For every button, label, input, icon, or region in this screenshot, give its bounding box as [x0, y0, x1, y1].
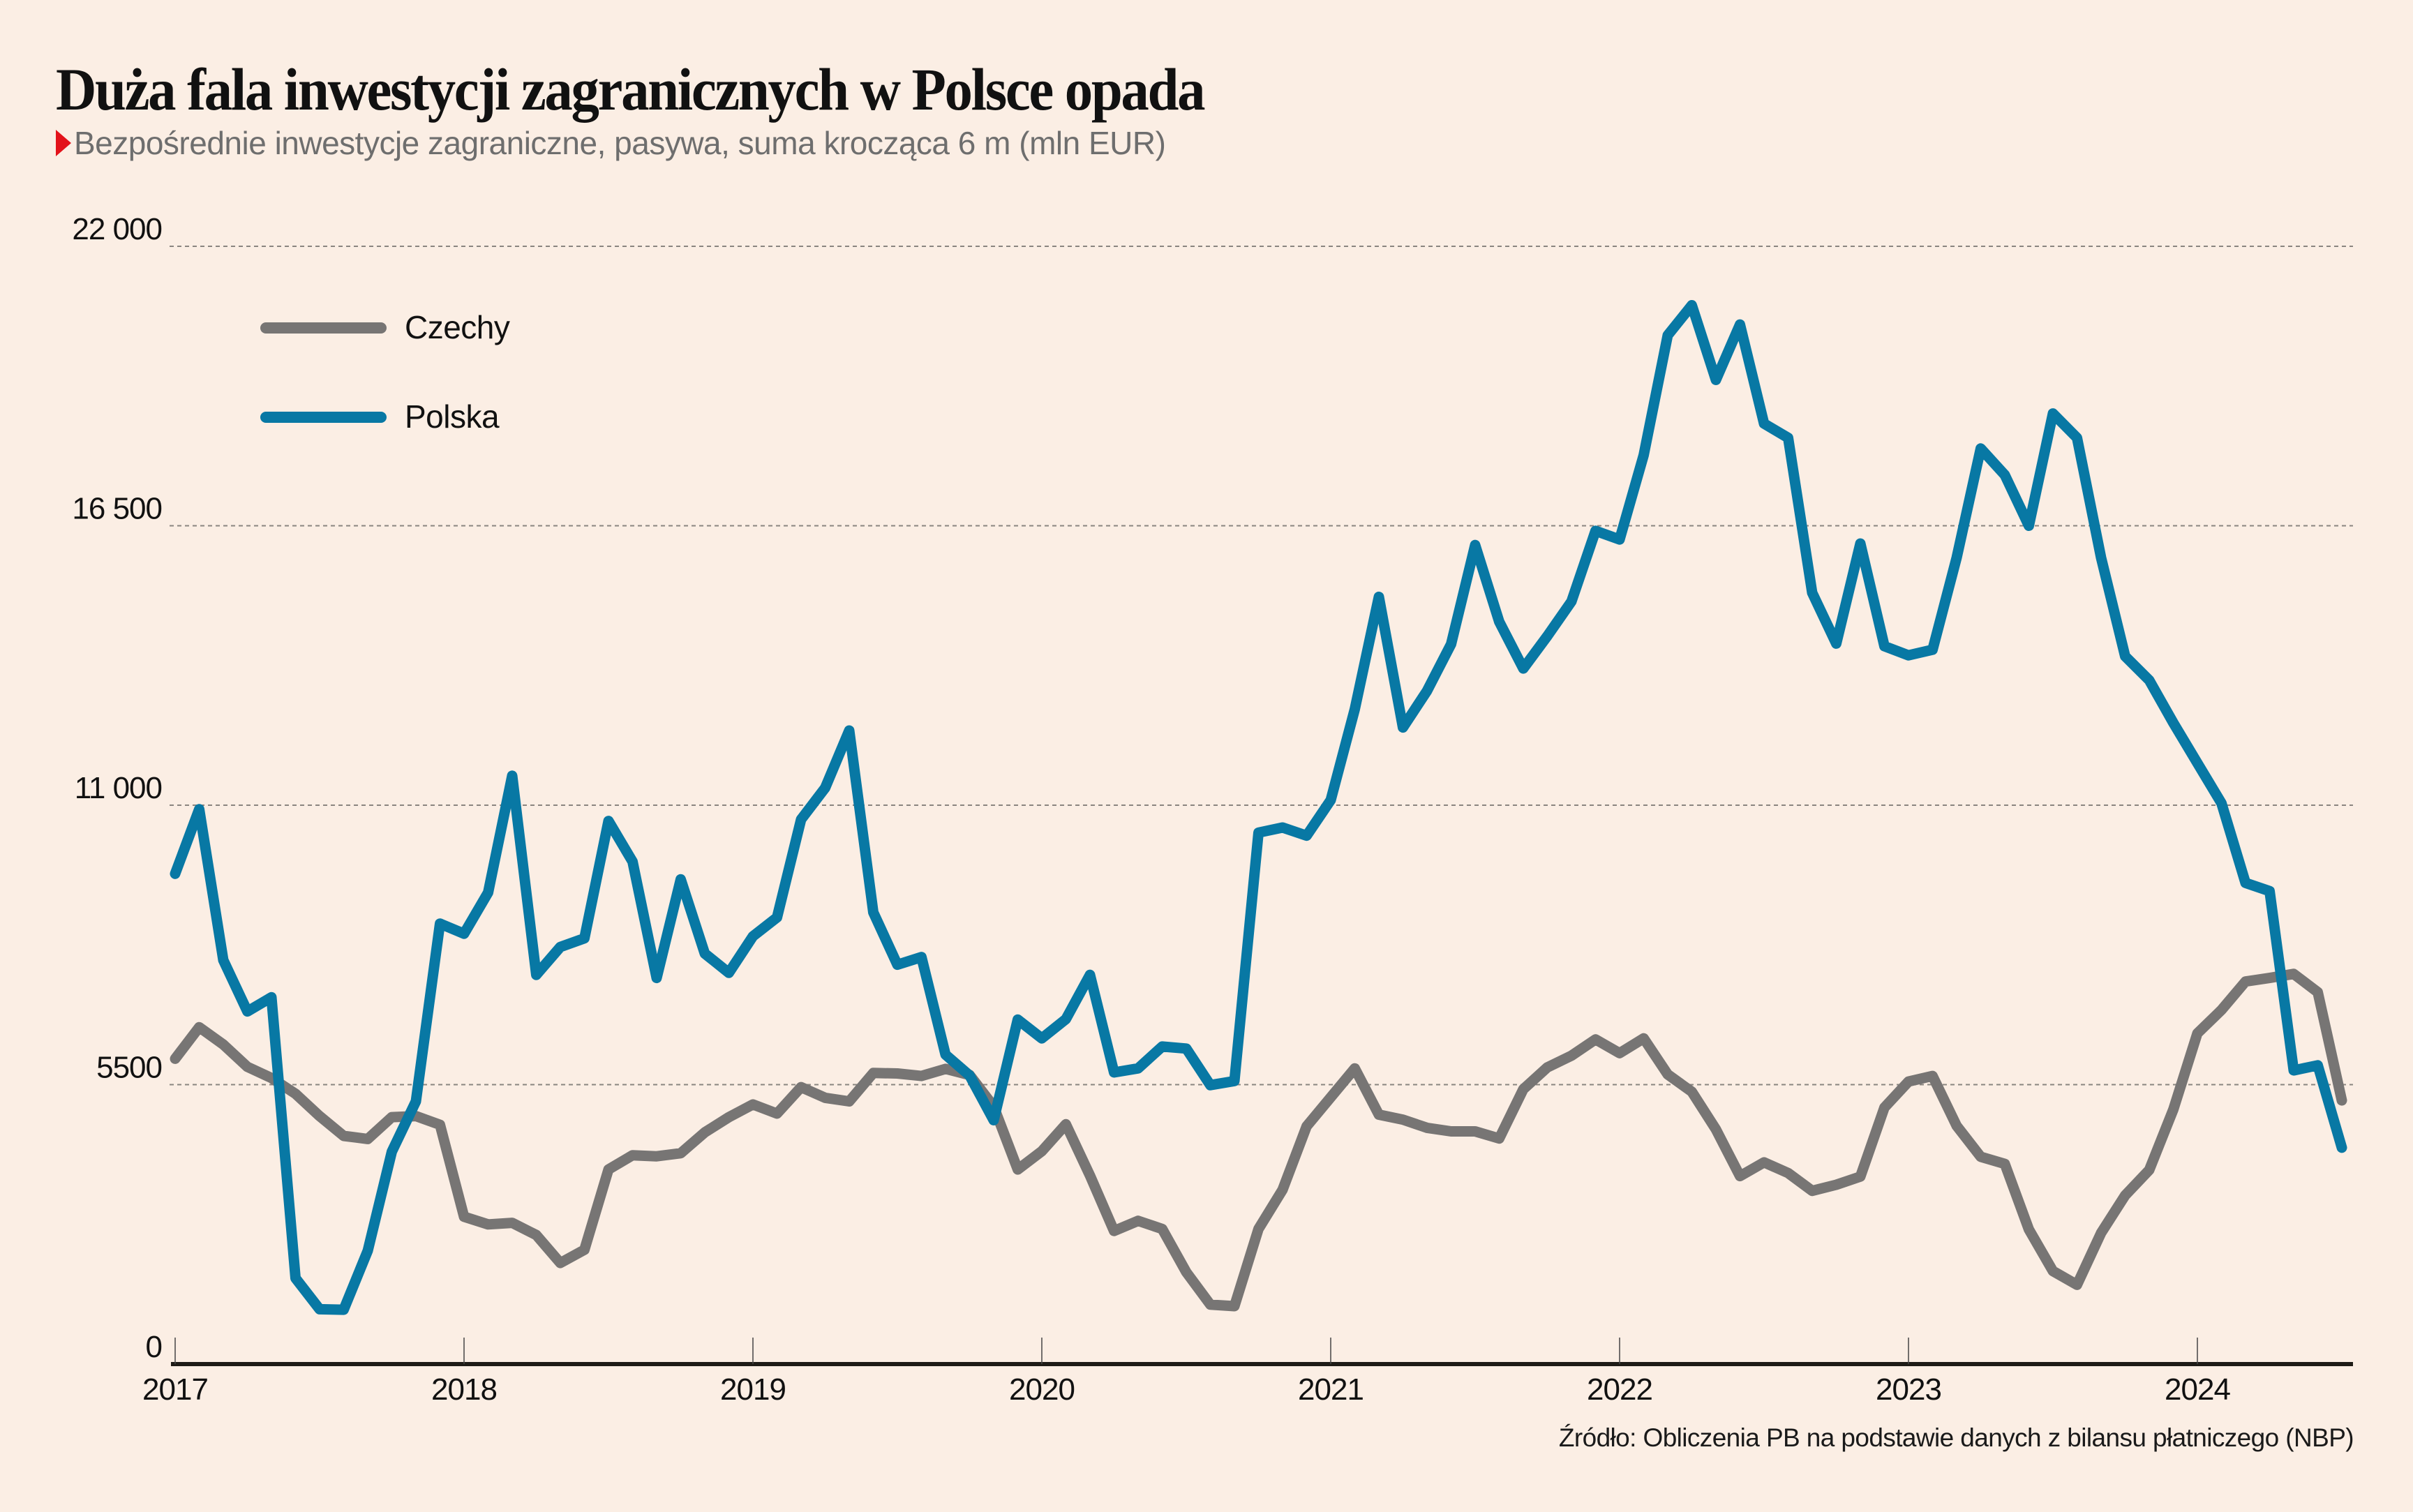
legend-item-czechy: Czechy: [260, 309, 510, 345]
series-lines: [170, 300, 2347, 1315]
y-tick-label: 22 000: [72, 212, 162, 246]
x-tick-label: 2024: [2165, 1372, 2230, 1407]
y-tick-label: 11 000: [75, 771, 162, 805]
legend: Czechy Polska: [260, 309, 510, 435]
chart-subtitle-text: Bezpośrednie inwestycje zagraniczne, pas…: [74, 125, 1166, 161]
x-tick-label: 2017: [142, 1372, 208, 1407]
legend-label-polska: Polska: [405, 398, 500, 435]
y-tick-label: 5500: [96, 1051, 162, 1085]
y-axis-tick-labels: 0 5500 11 000 16 500 22 000: [72, 212, 163, 1364]
x-tick-label: 2018: [431, 1372, 497, 1407]
source-note: Źródło: Obliczenia PB na podstawie danyc…: [1558, 1423, 2354, 1452]
x-axis: 2017 2018 2019 2020 2021 2022 2023 2024: [142, 1338, 2353, 1407]
legend-item-polska: Polska: [260, 398, 500, 435]
legend-label-czechy: Czechy: [405, 309, 510, 345]
x-tick-label: 2023: [1876, 1372, 1941, 1407]
subtitle-marker-icon: [56, 130, 71, 156]
y-tick-label: 16 500: [72, 492, 162, 526]
chart-subtitle: Bezpośrednie inwestycje zagraniczne, pas…: [56, 124, 1166, 162]
chart-title: Duża fala inwestycji zagranicznych w Pol…: [56, 56, 1206, 123]
x-tick-label: 2019: [720, 1372, 786, 1407]
y-tick-label: 0: [146, 1330, 162, 1364]
x-tick-label: 2021: [1298, 1372, 1364, 1407]
series-line-polska: [170, 300, 2347, 1315]
series-line-czechy: [170, 968, 2347, 1312]
x-tick-label: 2022: [1587, 1372, 1652, 1407]
gridlines: [170, 246, 2353, 1086]
x-tick-label: 2020: [1009, 1372, 1075, 1407]
